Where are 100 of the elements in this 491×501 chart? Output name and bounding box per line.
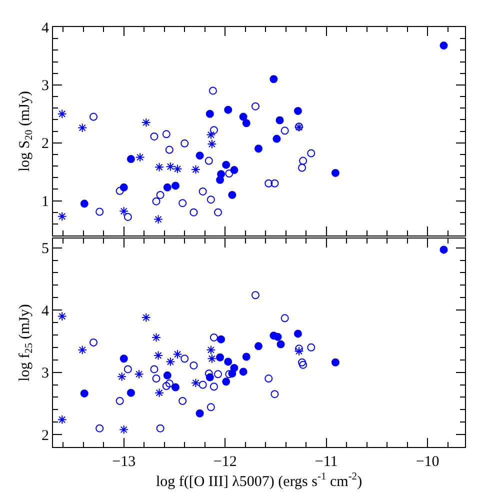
point bbox=[214, 208, 222, 216]
point bbox=[239, 368, 248, 376]
point bbox=[299, 360, 308, 369]
point bbox=[162, 130, 170, 138]
point bbox=[166, 162, 176, 172]
point bbox=[198, 187, 207, 196]
point bbox=[280, 314, 289, 322]
point bbox=[242, 352, 250, 361]
point bbox=[152, 332, 161, 342]
point bbox=[217, 335, 226, 344]
point bbox=[214, 370, 222, 378]
point bbox=[251, 102, 260, 110]
point bbox=[207, 354, 217, 364]
point bbox=[230, 364, 238, 372]
point bbox=[57, 109, 67, 119]
point bbox=[204, 156, 213, 165]
point bbox=[190, 361, 198, 370]
point bbox=[225, 170, 234, 178]
point bbox=[222, 378, 230, 386]
y-tick-label: 2 bbox=[42, 136, 49, 152]
point bbox=[162, 382, 170, 390]
point bbox=[171, 182, 180, 190]
point bbox=[163, 371, 172, 380]
point bbox=[224, 106, 232, 114]
y-tick-label: 2 bbox=[42, 428, 49, 444]
point bbox=[152, 374, 160, 383]
point bbox=[270, 179, 279, 188]
point bbox=[280, 126, 289, 135]
point bbox=[119, 206, 129, 216]
point bbox=[276, 116, 284, 124]
point bbox=[270, 75, 278, 84]
point bbox=[116, 186, 124, 195]
point bbox=[180, 139, 189, 148]
point bbox=[210, 333, 218, 342]
point bbox=[230, 166, 238, 174]
point bbox=[264, 179, 273, 188]
point bbox=[126, 155, 135, 164]
x-tick-label: −10 bbox=[416, 454, 440, 470]
point bbox=[190, 208, 198, 216]
point bbox=[96, 208, 104, 216]
point bbox=[166, 357, 176, 366]
point bbox=[206, 110, 214, 118]
point bbox=[135, 152, 145, 162]
y-tick-label: 3 bbox=[42, 366, 49, 382]
point bbox=[206, 403, 215, 412]
point bbox=[191, 164, 200, 174]
point bbox=[178, 199, 187, 208]
point bbox=[228, 190, 236, 199]
point bbox=[307, 343, 316, 352]
point bbox=[196, 152, 204, 160]
point bbox=[154, 162, 164, 172]
point bbox=[254, 144, 262, 153]
point bbox=[272, 134, 281, 143]
point bbox=[331, 168, 340, 177]
point bbox=[216, 176, 224, 184]
point bbox=[294, 106, 302, 115]
point bbox=[206, 345, 216, 355]
point bbox=[165, 380, 174, 388]
point bbox=[57, 414, 67, 424]
point bbox=[206, 130, 216, 140]
point bbox=[172, 350, 182, 359]
point bbox=[154, 214, 163, 224]
point bbox=[134, 369, 144, 379]
point bbox=[57, 212, 67, 222]
point bbox=[124, 212, 132, 221]
point bbox=[78, 123, 88, 132]
point bbox=[222, 160, 230, 169]
x-axis-title: log f([O III] λ5007) (ergs s$^{-1}$ cm$^{-2}$) bbox=[156, 472, 362, 490]
point bbox=[298, 358, 306, 366]
point bbox=[216, 353, 224, 362]
point bbox=[154, 388, 164, 398]
point bbox=[141, 118, 151, 128]
point bbox=[57, 312, 67, 321]
point bbox=[331, 358, 340, 366]
point bbox=[210, 382, 218, 391]
point bbox=[156, 424, 164, 432]
y-tick-label: 4 bbox=[42, 303, 50, 320]
point bbox=[207, 139, 217, 149]
point bbox=[165, 146, 174, 154]
point bbox=[150, 365, 158, 374]
point bbox=[152, 197, 160, 206]
point bbox=[163, 183, 172, 192]
y-tick-label: 5 bbox=[42, 241, 49, 258]
y-tick-label: 1 bbox=[42, 194, 49, 210]
point bbox=[156, 190, 164, 199]
point bbox=[117, 372, 127, 382]
point bbox=[126, 388, 135, 397]
point bbox=[210, 126, 218, 134]
point bbox=[299, 156, 308, 165]
x-tick-label: −11 bbox=[314, 454, 338, 470]
x-tick-label: −13 bbox=[112, 454, 136, 470]
point bbox=[180, 354, 189, 363]
point bbox=[440, 246, 448, 254]
point bbox=[80, 389, 88, 398]
point bbox=[119, 424, 129, 434]
point bbox=[224, 358, 232, 366]
point bbox=[178, 396, 187, 405]
point bbox=[254, 342, 262, 350]
x-tick-label: −12 bbox=[213, 454, 237, 470]
point bbox=[294, 344, 303, 353]
